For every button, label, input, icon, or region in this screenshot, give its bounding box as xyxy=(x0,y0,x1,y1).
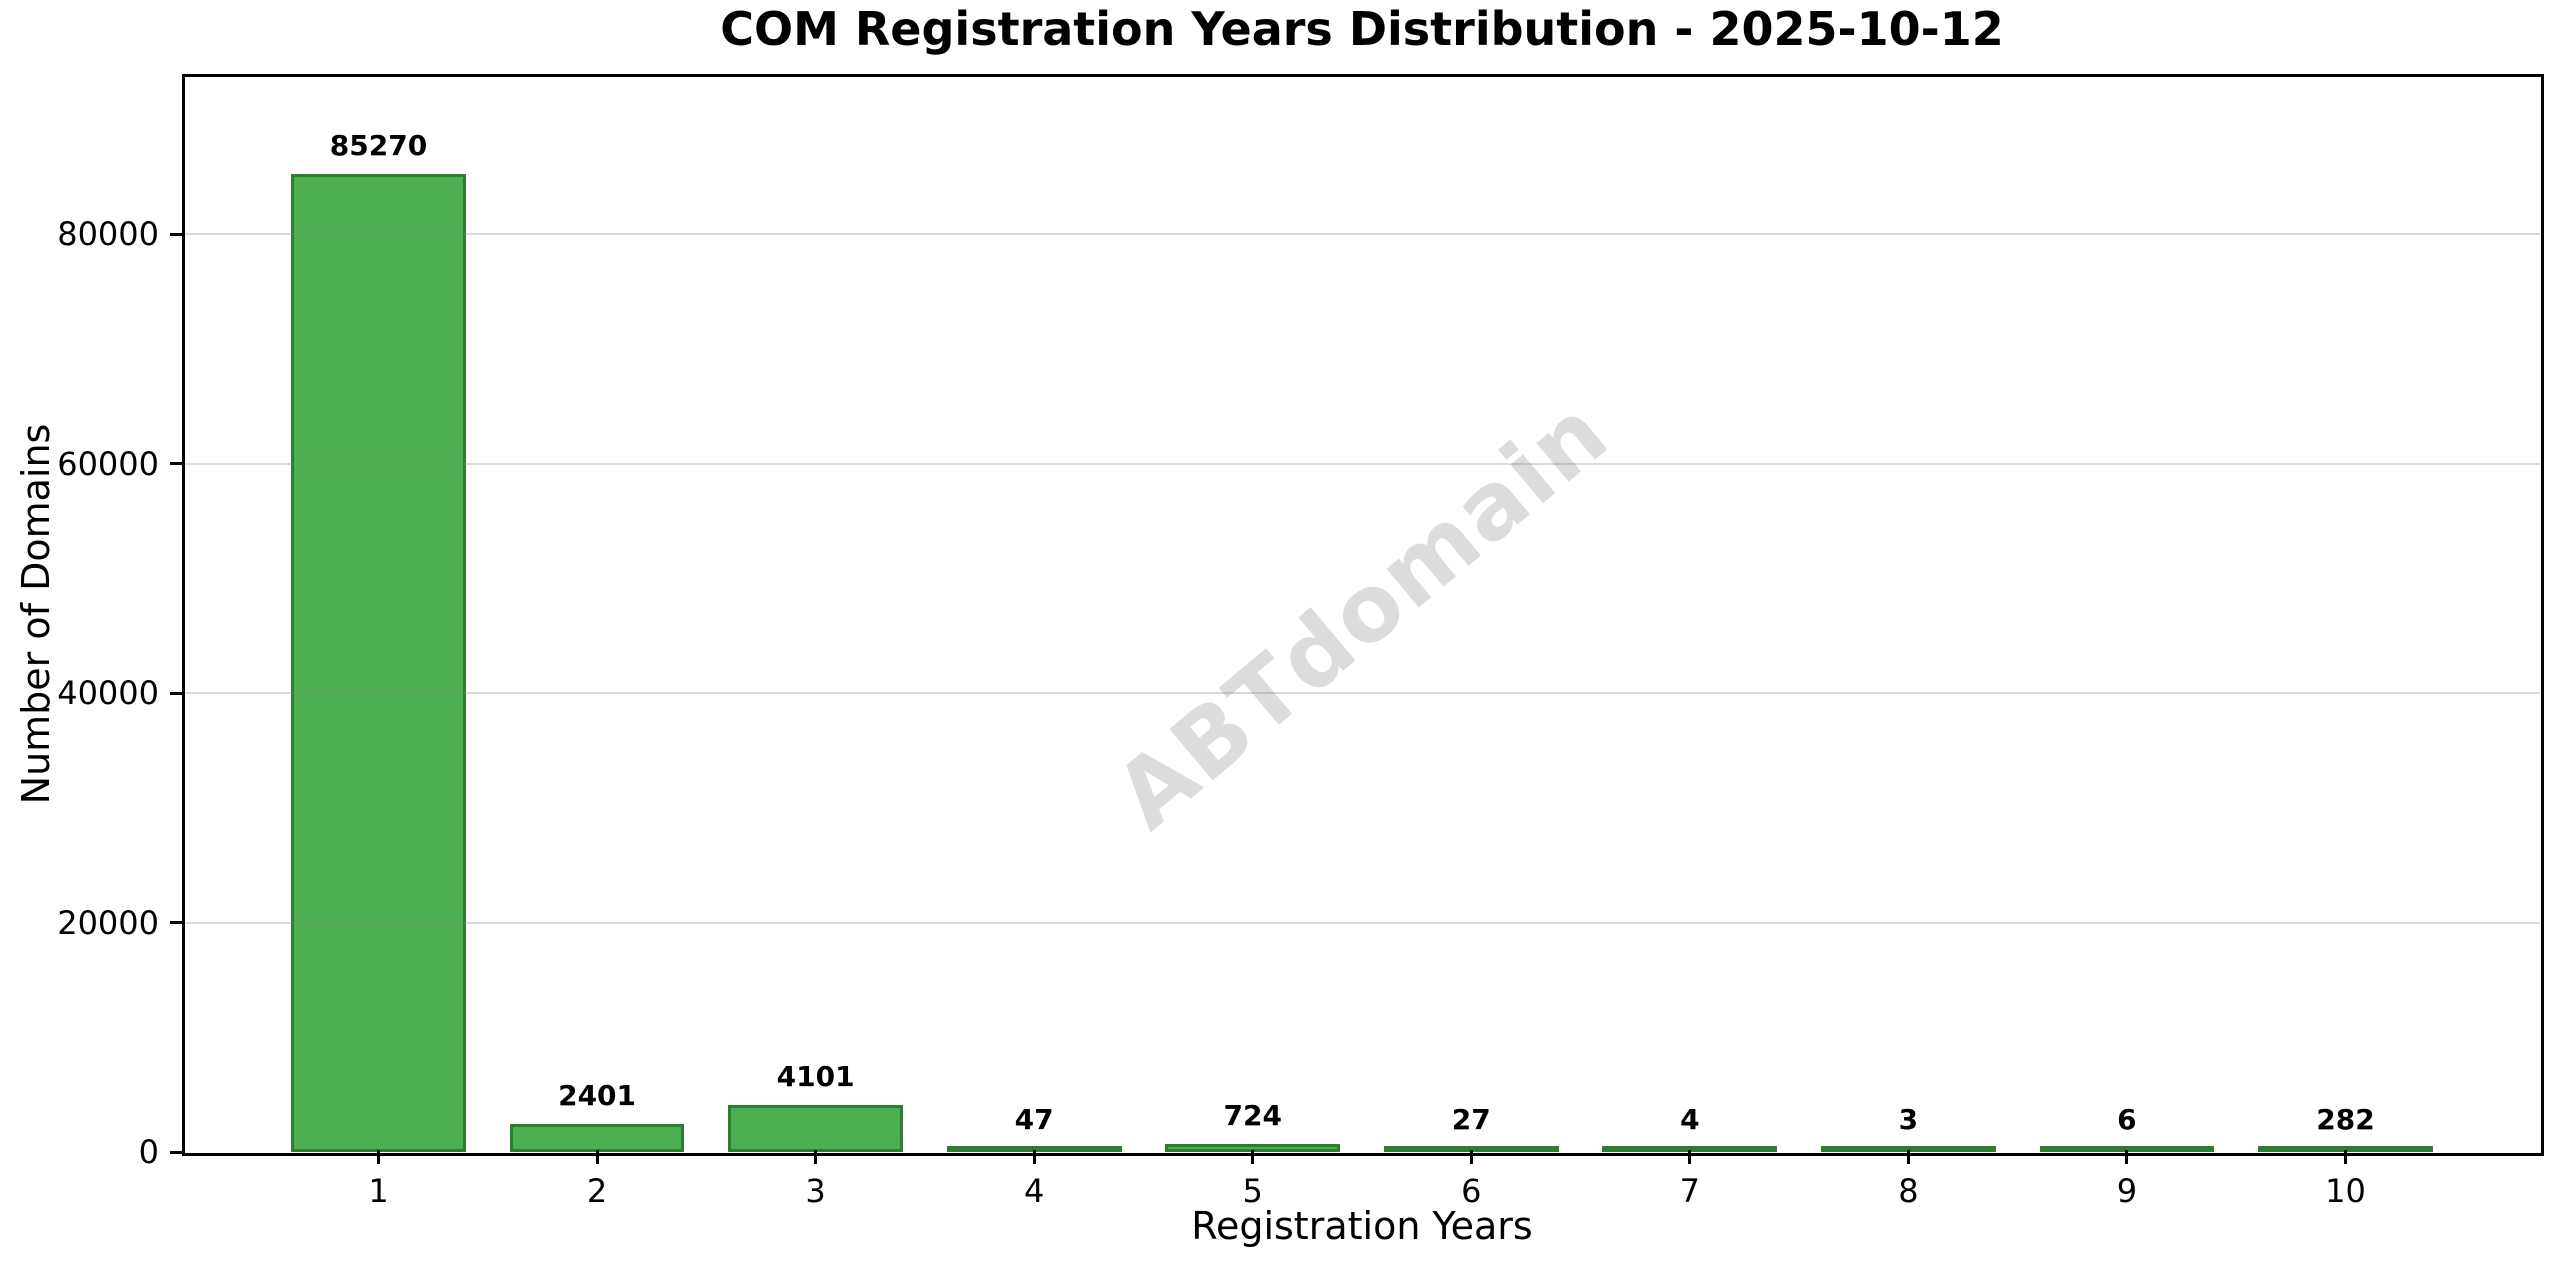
x-tick-mark xyxy=(1688,1150,1692,1164)
chart-title: COM Registration Years Distribution - 20… xyxy=(720,2,2004,56)
x-tick-label: 3 xyxy=(805,1172,826,1210)
bar-value-label: 724 xyxy=(1223,1098,1282,1132)
watermark-text: ABTdomain xyxy=(1095,378,1629,850)
bar-value-label: 2401 xyxy=(558,1079,637,1113)
x-tick-mark xyxy=(1032,1150,1036,1164)
bar-year-3 xyxy=(728,1104,904,1152)
bar-year-2 xyxy=(509,1124,685,1152)
x-tick-mark xyxy=(377,1150,380,1164)
y-tick-label: 0 xyxy=(138,1133,159,1171)
x-tick-mark xyxy=(2343,1150,2347,1164)
x-tick-label: 7 xyxy=(1679,1172,1701,1210)
bar-value-label: 4 xyxy=(1680,1103,1700,1136)
y-tick-label: 80000 xyxy=(57,215,159,254)
x-tick-mark xyxy=(1906,1150,1910,1164)
y-tick-mark xyxy=(170,232,184,236)
y-gridline xyxy=(184,921,2540,924)
y-tick-label: 20000 xyxy=(57,903,159,942)
y-tick-mark xyxy=(170,691,184,695)
x-tick-label: 10 xyxy=(2325,1172,2366,1210)
bar-value-label: 3 xyxy=(1898,1103,1919,1136)
x-tick-label: 8 xyxy=(1898,1172,1919,1210)
bar-year-1 xyxy=(291,173,466,1152)
y-gridline xyxy=(184,462,2540,465)
x-tick-label: 9 xyxy=(2116,1172,2138,1210)
bar-value-label: 27 xyxy=(1451,1103,1491,1136)
x-tick-mark xyxy=(1251,1150,1255,1164)
y-gridline xyxy=(184,233,2540,236)
x-tick-label: 5 xyxy=(1242,1172,1263,1210)
y-tick-mark xyxy=(170,462,184,466)
y-tick-mark xyxy=(170,1150,184,1154)
x-tick-label: 2 xyxy=(586,1172,608,1210)
x-tick-mark xyxy=(595,1150,599,1164)
y-tick-label: 40000 xyxy=(57,674,159,713)
bar-value-label: 47 xyxy=(1014,1103,1054,1136)
bar-value-label: 85270 xyxy=(329,128,428,162)
plot-area: ABTdomain 0 20000 40000 60000 80000 85270 1 240… xyxy=(57,74,2544,1210)
y-axis-label: Number of Domains xyxy=(14,423,58,805)
x-tick-mark xyxy=(1469,1150,1473,1164)
x-tick-label: 4 xyxy=(1023,1172,1045,1210)
y-gridline xyxy=(184,692,2540,695)
x-tick-mark xyxy=(2125,1150,2129,1164)
bar-value-label: 282 xyxy=(2316,1103,2375,1136)
x-tick-label: 6 xyxy=(1461,1172,1482,1210)
x-tick-label: 1 xyxy=(368,1172,389,1210)
x-axis-label: Registration Years xyxy=(1191,1204,1533,1248)
bar-value-label: 6 xyxy=(2117,1103,2137,1136)
x-tick-mark xyxy=(814,1150,818,1164)
y-tick-label: 60000 xyxy=(57,444,159,483)
bar-value-label: 4101 xyxy=(776,1059,855,1093)
y-tick-mark xyxy=(170,921,184,925)
